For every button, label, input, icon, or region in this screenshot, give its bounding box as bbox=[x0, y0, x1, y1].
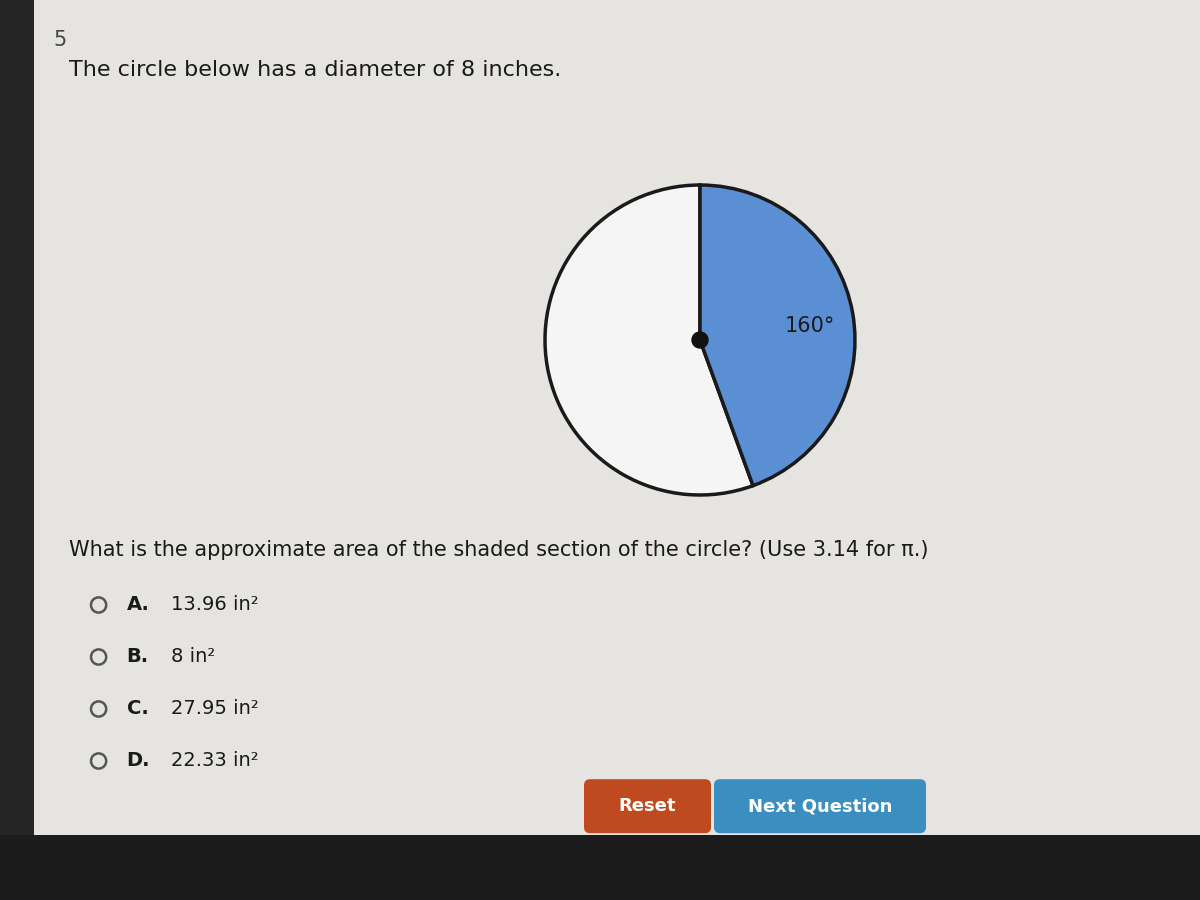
Wedge shape bbox=[545, 185, 754, 495]
Text: 160°: 160° bbox=[785, 316, 835, 336]
Bar bbox=[0, 0, 34, 835]
Text: Reset: Reset bbox=[619, 797, 677, 815]
Bar bbox=[0, 835, 1200, 900]
Text: 27.95 in²: 27.95 in² bbox=[170, 699, 258, 718]
Text: What is the approximate area of the shaded section of the circle? (Use 3.14 for : What is the approximate area of the shad… bbox=[68, 540, 928, 560]
Circle shape bbox=[692, 332, 708, 348]
Text: D.: D. bbox=[127, 752, 150, 770]
Text: Next Question: Next Question bbox=[748, 797, 892, 815]
FancyBboxPatch shape bbox=[714, 779, 926, 833]
Text: A.: A. bbox=[127, 596, 150, 615]
Text: 22.33 in²: 22.33 in² bbox=[170, 752, 258, 770]
FancyBboxPatch shape bbox=[584, 779, 710, 833]
Text: 5: 5 bbox=[54, 30, 67, 50]
Wedge shape bbox=[700, 185, 854, 486]
Text: The circle below has a diameter of 8 inches.: The circle below has a diameter of 8 inc… bbox=[68, 60, 560, 80]
Text: B.: B. bbox=[127, 647, 149, 667]
Text: 8 in²: 8 in² bbox=[170, 647, 215, 667]
Text: C.: C. bbox=[127, 699, 149, 718]
Text: 13.96 in²: 13.96 in² bbox=[170, 596, 258, 615]
FancyBboxPatch shape bbox=[29, 0, 1200, 841]
